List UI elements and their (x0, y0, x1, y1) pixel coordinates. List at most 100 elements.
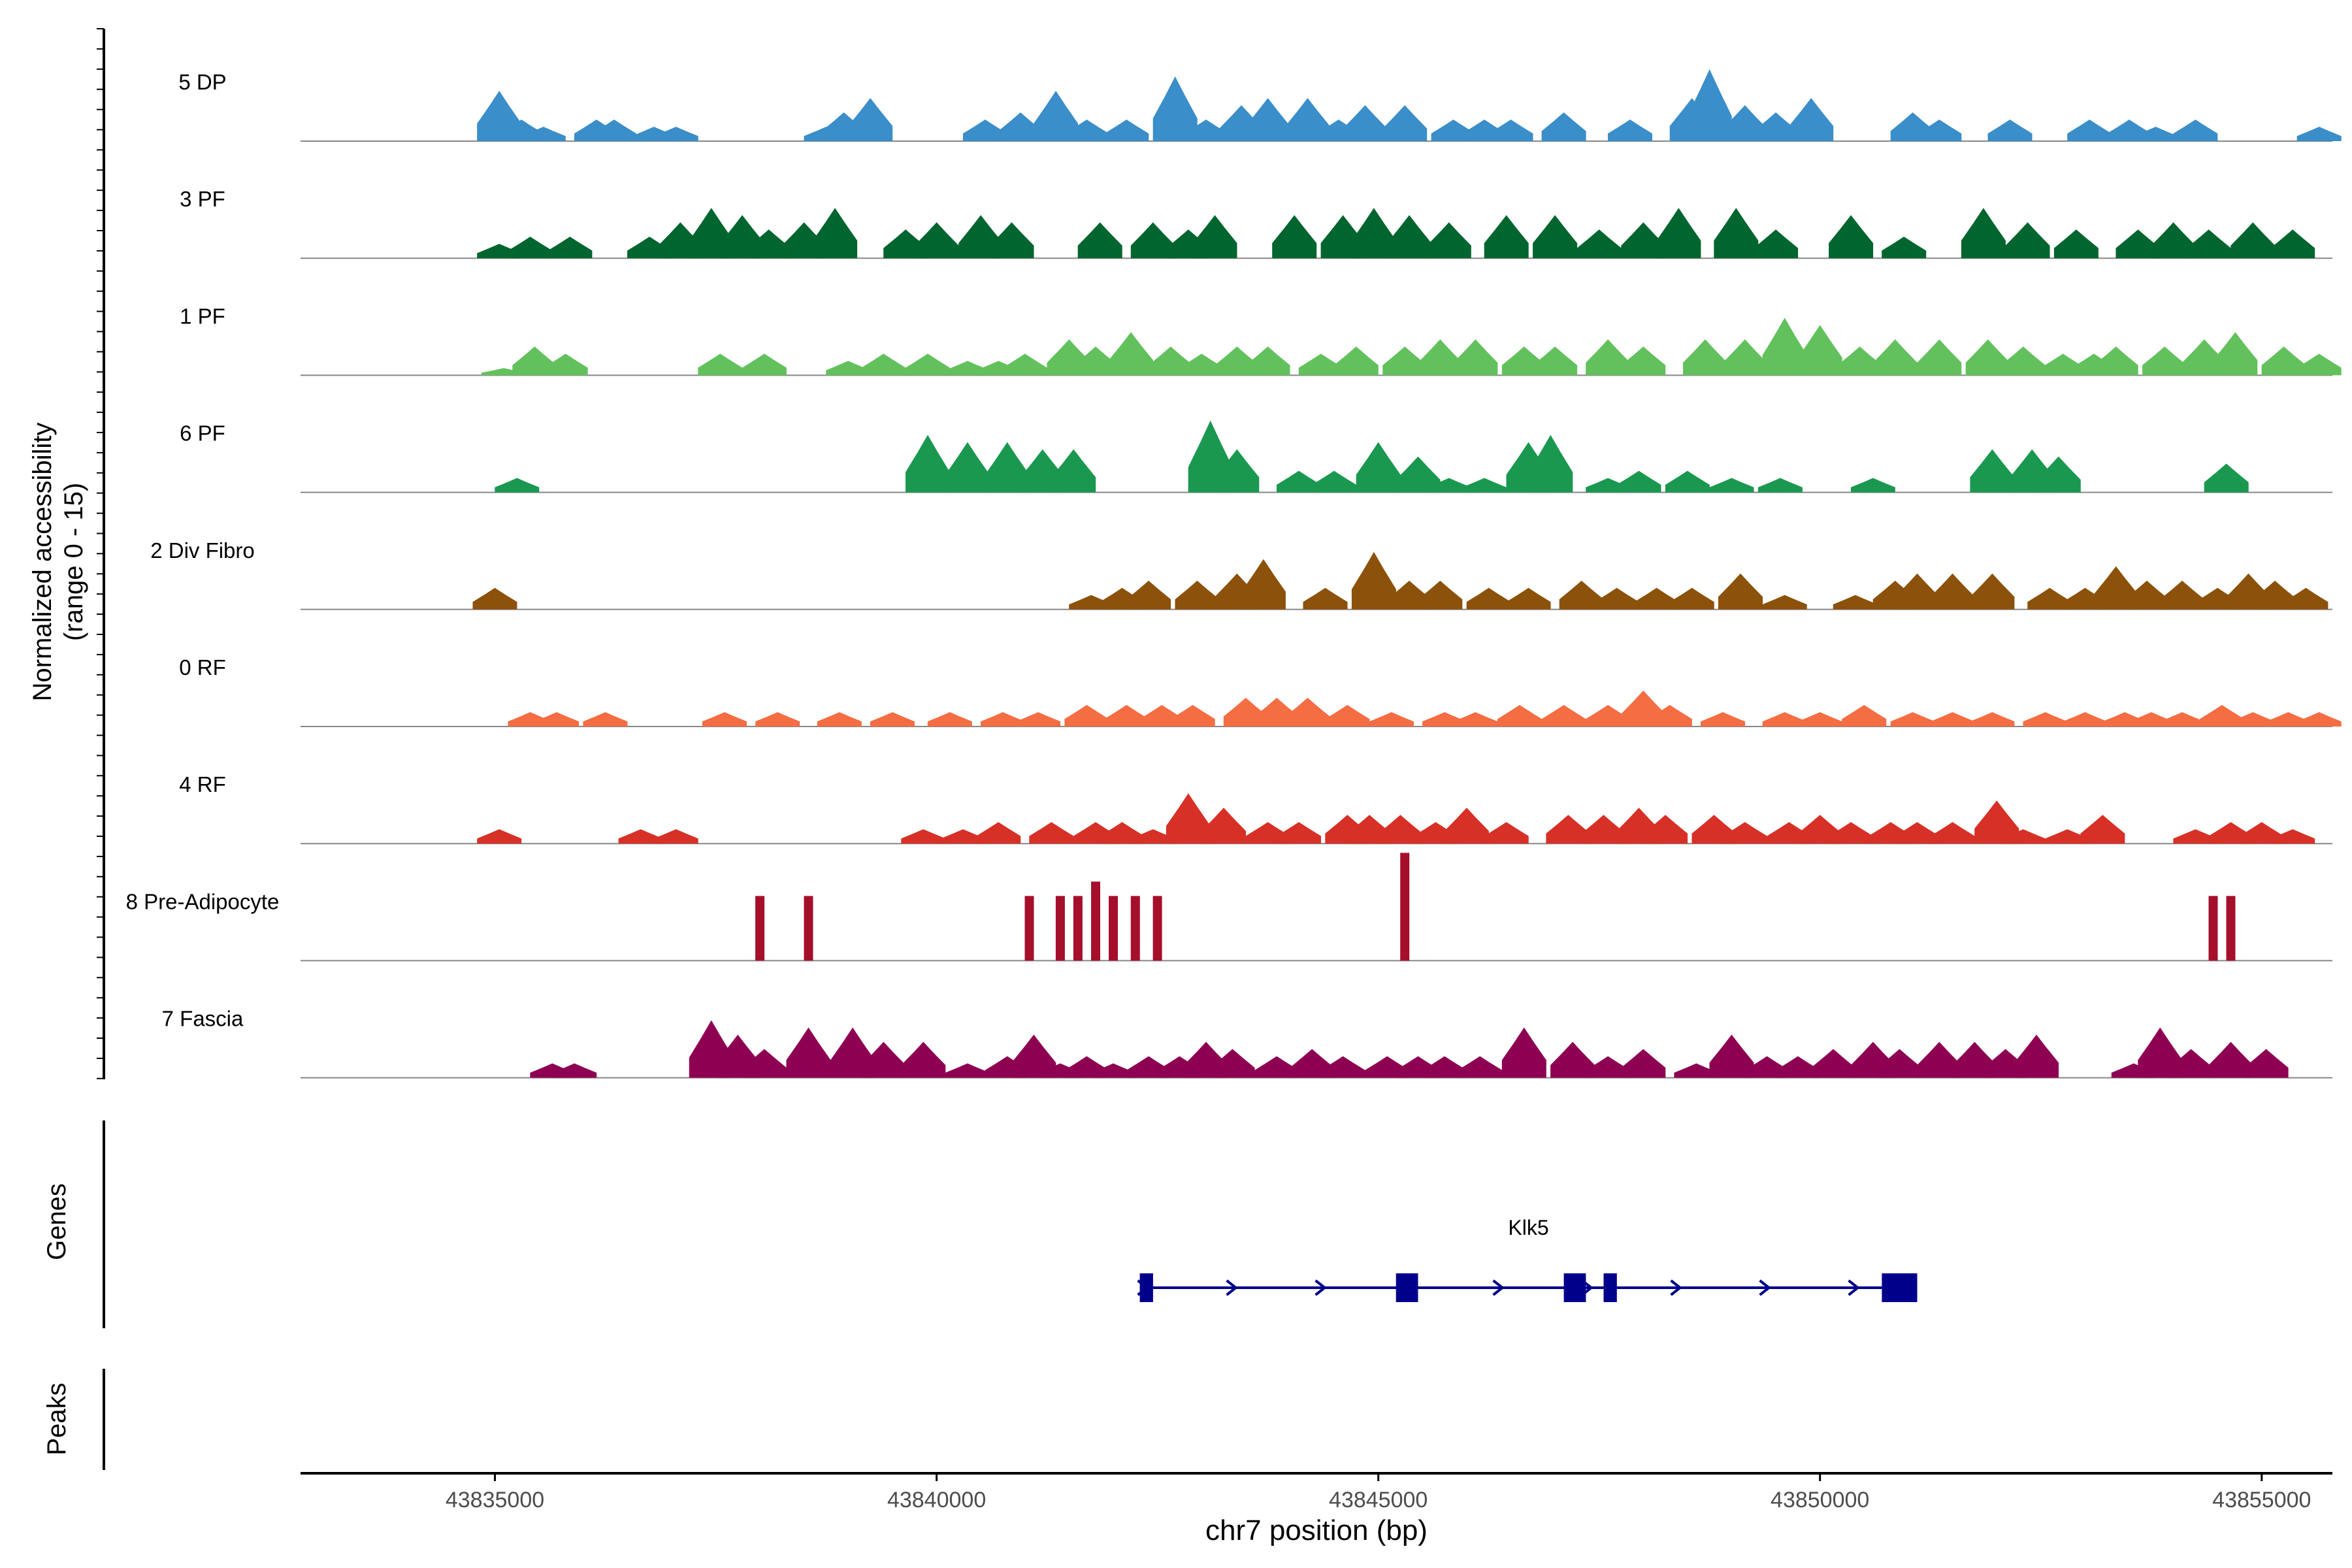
accessibility-peak (786, 1027, 831, 1078)
accessibility-peak (1312, 470, 1356, 493)
accessibility-peak (1418, 580, 1463, 610)
accessibility-peak (2001, 829, 2046, 844)
accessibility-peak (1877, 1049, 1922, 1078)
x-tick-label: 43840000 (887, 1488, 986, 1512)
accessibility-peak (2001, 346, 2046, 376)
accessibility-peak (1533, 215, 1578, 259)
accessibility-peak (1581, 815, 1626, 844)
accessibility-peak (755, 896, 765, 961)
accessibility-peak (1775, 1056, 1820, 1078)
accessibility-peak (1850, 478, 1895, 493)
accessibility-peak (755, 712, 800, 727)
accessibility-peak (1016, 712, 1061, 727)
accessibility-peak (1541, 112, 1586, 141)
accessibility-peak (1930, 712, 1975, 727)
accessibility-peak (2080, 815, 2125, 844)
accessibility-peak (2270, 829, 2315, 844)
accessibility-peak (998, 112, 1043, 141)
accessibility-peak (1718, 573, 1763, 610)
accessibility-peak (1687, 69, 1732, 141)
accessibility-peak (653, 127, 698, 141)
strand-arrow (1315, 1279, 1327, 1296)
accessibility-peak (1453, 339, 1498, 376)
accessibility-peak (1024, 896, 1034, 961)
track-label-2-div-fibro: 2 Div Fibro (150, 538, 255, 563)
accessibility-peak (870, 712, 915, 727)
accessibility-peak (1701, 712, 1745, 727)
accessibility-peak (1152, 76, 1198, 141)
accessibility-peak (2063, 712, 2108, 727)
accessibility-peak (1501, 1027, 1546, 1078)
accessibility-peak (698, 353, 743, 376)
accessibility-peak (742, 353, 787, 376)
y-axis-title: Normalized accessibility (range 0 - 15) (28, 423, 88, 702)
gene-exon (1603, 1273, 1617, 1302)
accessibility-peak (1343, 105, 1388, 141)
accessibility-peak (1051, 449, 1096, 493)
accessibility-peak (1930, 573, 1975, 610)
accessibility-peak (2138, 1027, 2183, 1078)
accessibility-peak (1550, 1041, 1595, 1078)
accessibility-peak (1444, 808, 1489, 844)
accessibility-peak (495, 478, 540, 493)
accessibility-peak (1833, 595, 1878, 610)
track-label-7-fascia: 7 Fascia (162, 1007, 244, 1031)
accessibility-peak (2115, 229, 2161, 259)
accessibility-peak (2160, 580, 2205, 610)
track-3-pf: 3 PF (180, 187, 2332, 259)
accessibility-peak (861, 1041, 906, 1078)
strand-arrow (1848, 1279, 1860, 1296)
accessibility-peak (1674, 1063, 1719, 1078)
accessibility-peak (1325, 705, 1370, 727)
accessibility-peak (1466, 587, 1511, 610)
peaks-panel-label: Peaks (42, 1382, 71, 1455)
accessibility-peak (2142, 346, 2187, 376)
accessibility-peak (804, 896, 813, 961)
accessibility-peak (1970, 573, 2015, 610)
track-2-div-fibro: 2 Div Fibro (150, 538, 2332, 610)
accessibility-peak (742, 1049, 787, 1078)
accessibility-peak (2208, 896, 2218, 961)
track-1-pf: 1 PF (180, 304, 2342, 376)
accessibility-peak (2213, 332, 2258, 376)
accessibility-peak (1277, 470, 1321, 493)
accessibility-peak (1130, 222, 1175, 259)
accessibility-peak (1152, 896, 1162, 961)
accessibility-peak (2045, 829, 2090, 844)
accessibility-peak (1643, 815, 1688, 844)
accessibility-peak (1400, 853, 1410, 961)
gene-exon (1563, 1273, 1586, 1302)
track-7-fascia: 7 Fascia (162, 1007, 2332, 1079)
track-8-pre-adipocyte: 8 Pre-Adipocyte (126, 853, 2332, 962)
accessibility-peak (1170, 705, 1215, 727)
accessibility-peak (981, 712, 1025, 727)
accessibility-peak (1621, 346, 1666, 376)
track-5-dp: 5 DP (178, 69, 2342, 142)
accessibility-peak (1917, 120, 1962, 141)
accessibility-peak (1586, 705, 1631, 727)
accessibility-peak (1091, 881, 1100, 961)
accessibility-peak (1369, 712, 1414, 727)
accessibility-peak (1714, 208, 1759, 259)
accessibility-peak (1073, 896, 1083, 961)
strand-arrow (1226, 1279, 1238, 1296)
accessibility-peak (583, 712, 628, 727)
track-label-1-pf: 1 PF (180, 304, 225, 328)
accessibility-peak (2186, 229, 2231, 259)
accessibility-peak (1418, 339, 1463, 376)
accessibility-peak (1126, 580, 1171, 610)
accessibility-peak (1533, 346, 1578, 376)
accessibility-peak (1789, 98, 1834, 141)
accessibility-peak (1011, 1034, 1056, 1078)
accessibility-peak (1303, 587, 1348, 610)
accessibility-peak (1842, 705, 1887, 727)
accessibility-peak (1762, 595, 1807, 610)
accessibility-peak (1829, 215, 1874, 259)
accessibility-peak (1797, 712, 1842, 727)
accessibility-peak (1396, 456, 1441, 493)
track-label-6-pf: 6 PF (180, 421, 225, 446)
accessibility-peak (1961, 208, 2006, 259)
track-0-rf: 0 RF (179, 655, 2342, 727)
accessibility-peak (2005, 222, 2050, 259)
